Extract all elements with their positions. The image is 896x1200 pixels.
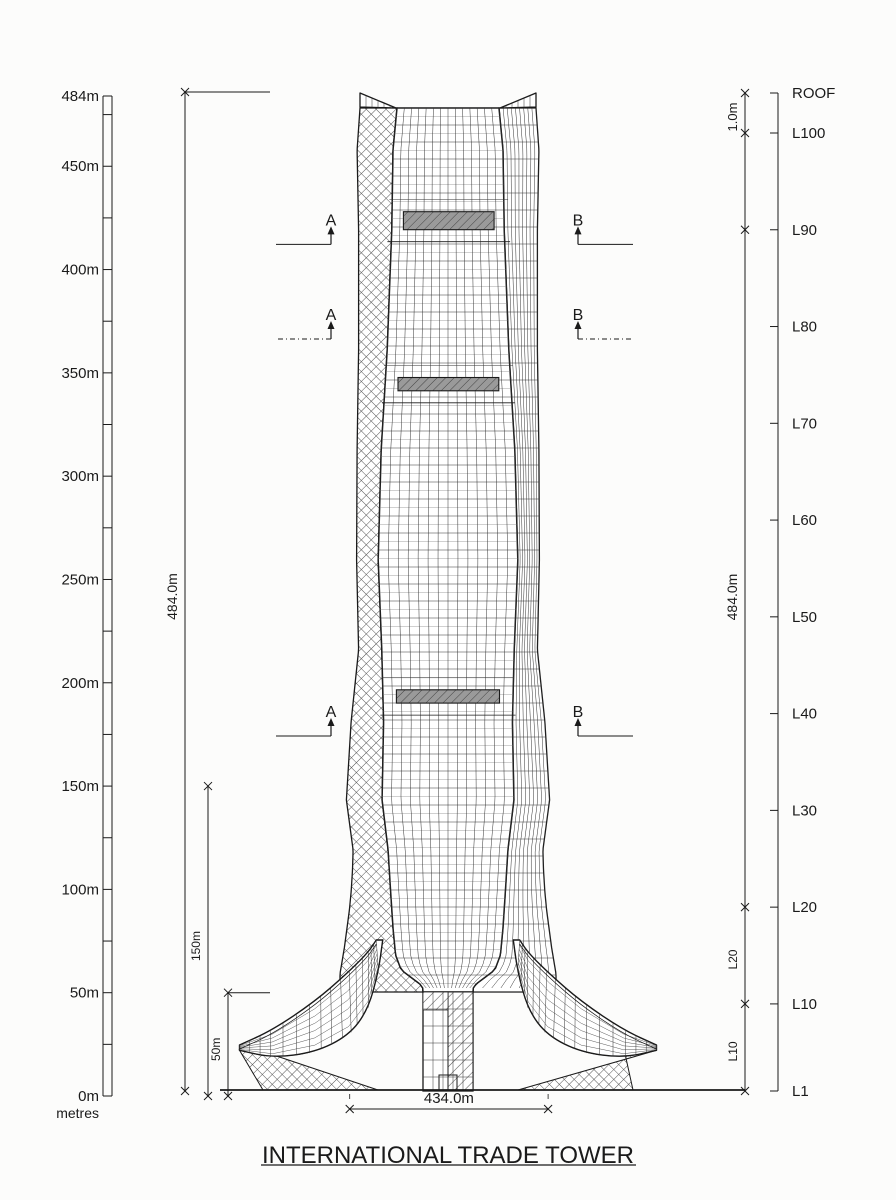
svg-text:150m: 150m (189, 931, 203, 961)
svg-text:1.0m: 1.0m (725, 103, 740, 132)
svg-text:350m: 350m (61, 365, 99, 382)
svg-text:434.0m: 434.0m (424, 1090, 474, 1107)
svg-text:484.0m: 484.0m (164, 573, 180, 620)
svg-text:A: A (326, 212, 337, 229)
svg-text:L10: L10 (792, 996, 817, 1013)
svg-text:484m: 484m (61, 88, 99, 105)
svg-text:L1: L1 (792, 1083, 809, 1100)
svg-text:B: B (573, 704, 584, 721)
svg-text:L40: L40 (792, 706, 817, 723)
svg-text:metres: metres (56, 1105, 99, 1121)
svg-text:A: A (326, 704, 337, 721)
svg-text:L70: L70 (792, 415, 817, 432)
svg-text:L20: L20 (726, 949, 740, 969)
svg-text:400m: 400m (61, 262, 99, 279)
svg-text:B: B (573, 212, 584, 229)
svg-text:L30: L30 (792, 802, 817, 819)
svg-text:L10: L10 (726, 1041, 740, 1061)
svg-text:50m: 50m (70, 985, 99, 1002)
svg-text:450m: 450m (61, 158, 99, 175)
svg-text:100m: 100m (61, 881, 99, 898)
svg-text:484.0m: 484.0m (724, 574, 740, 621)
svg-text:L90: L90 (792, 222, 817, 239)
svg-text:L80: L80 (792, 319, 817, 336)
svg-text:0m: 0m (78, 1088, 99, 1105)
svg-text:300m: 300m (61, 468, 99, 485)
svg-text:L60: L60 (792, 512, 817, 529)
svg-text:A: A (326, 307, 337, 324)
svg-text:B: B (573, 307, 584, 324)
svg-text:250m: 250m (61, 571, 99, 588)
svg-text:L50: L50 (792, 609, 817, 626)
svg-text:ROOF: ROOF (792, 85, 835, 102)
svg-text:200m: 200m (61, 675, 99, 692)
svg-text:150m: 150m (61, 778, 99, 795)
svg-text:L100: L100 (792, 125, 825, 142)
svg-text:L20: L20 (792, 899, 817, 916)
svg-text:50m: 50m (209, 1038, 223, 1061)
